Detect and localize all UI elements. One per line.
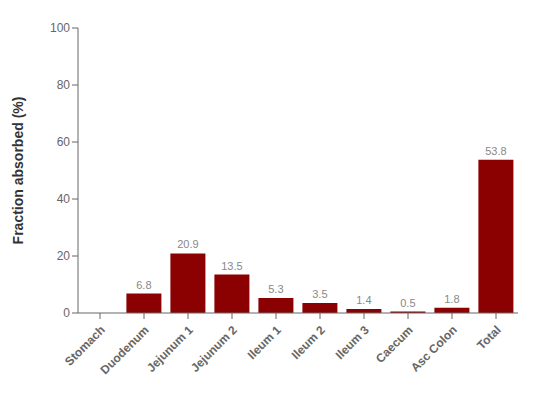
svg-text:Ileum 2: Ileum 2 (289, 323, 328, 362)
svg-text:80: 80 (57, 78, 71, 92)
svg-text:60: 60 (57, 135, 71, 149)
svg-text:6.8: 6.8 (136, 279, 151, 291)
svg-text:Jejunum 1: Jejunum 1 (144, 323, 196, 375)
svg-text:20.9: 20.9 (177, 238, 198, 250)
svg-text:5.3: 5.3 (268, 283, 283, 295)
svg-text:Jejunum 2: Jejunum 2 (188, 323, 240, 375)
svg-text:0.5: 0.5 (400, 297, 415, 309)
svg-text:Fraction absorbed (%): Fraction absorbed (%) (10, 97, 26, 245)
svg-text:Total: Total (474, 323, 504, 353)
svg-text:Stomach: Stomach (62, 323, 108, 369)
svg-text:100: 100 (50, 21, 70, 35)
svg-text:Caecum: Caecum (373, 323, 416, 366)
svg-text:20: 20 (57, 249, 71, 263)
svg-text:53.8: 53.8 (485, 145, 506, 157)
svg-text:Ileum 1: Ileum 1 (245, 323, 284, 362)
svg-text:0: 0 (63, 306, 70, 320)
svg-text:3.5: 3.5 (312, 288, 327, 300)
svg-text:40: 40 (57, 192, 71, 206)
svg-text:13.5: 13.5 (221, 260, 242, 272)
svg-text:1.8: 1.8 (444, 293, 459, 305)
svg-text:Duodenum: Duodenum (98, 323, 152, 377)
svg-text:Ileum 3: Ileum 3 (333, 323, 372, 362)
svg-text:Asc Colon: Asc Colon (408, 323, 460, 375)
svg-text:1.4: 1.4 (356, 294, 371, 306)
